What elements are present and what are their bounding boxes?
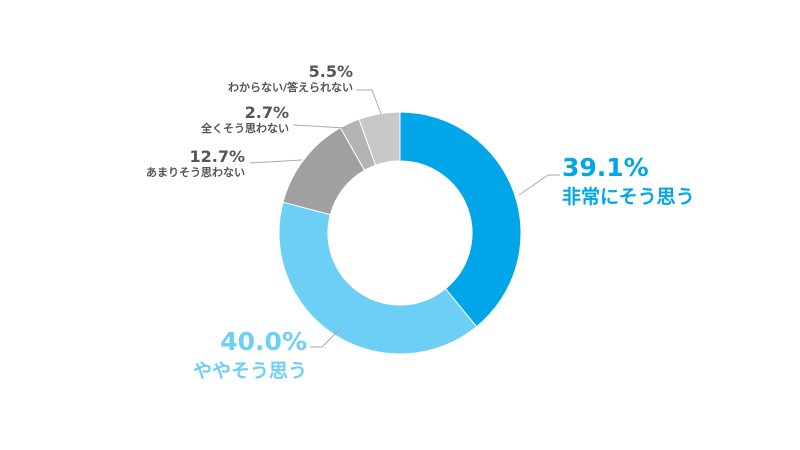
leader-lines — [249, 89, 560, 348]
donut-slice — [399, 111, 522, 328]
leader-line — [292, 124, 347, 129]
leader-line — [518, 174, 560, 196]
donut-slice — [358, 111, 401, 166]
leader-line — [310, 326, 343, 348]
slice-category-label: 非常にそう思う — [562, 185, 695, 208]
donut-slices — [278, 111, 522, 355]
slice-value-label: 40.0% — [220, 327, 307, 356]
slice-category-label: わからない/答えられない — [228, 80, 353, 94]
leader-line — [249, 159, 303, 164]
slice-category-label: あまりそう思わない — [146, 166, 245, 179]
donut-slice — [278, 201, 478, 355]
slice-value-label: 2.7% — [245, 103, 289, 122]
leader-line — [356, 89, 382, 115]
slice-value-label: 5.5% — [309, 62, 353, 81]
slice-category-label: 全くそう思わない — [200, 121, 289, 135]
slice-category-label: ややそう思う — [193, 360, 307, 382]
slice-value-label: 39.1% — [562, 153, 649, 182]
slice-value-label: 12.7% — [189, 147, 245, 166]
